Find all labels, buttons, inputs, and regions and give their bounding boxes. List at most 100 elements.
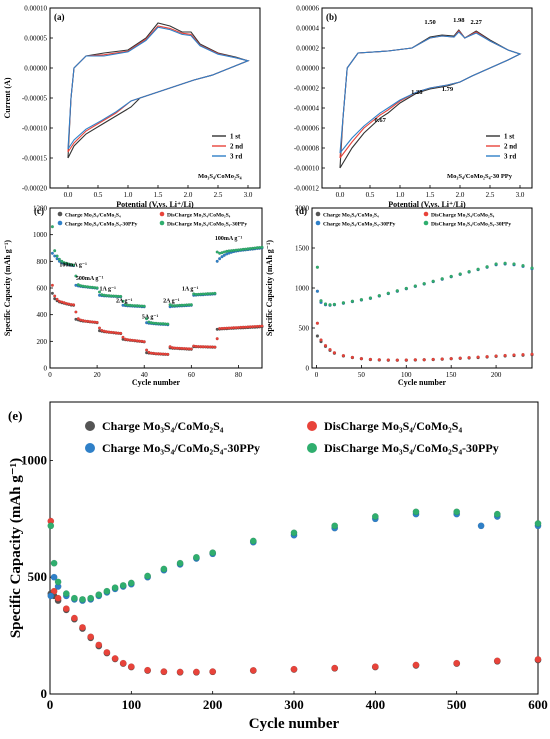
- pd-point-series-2: [341, 353, 346, 358]
- pc-point-series-4: [97, 290, 102, 294]
- panel-label-b: (b): [326, 12, 337, 22]
- x-axis-label-d: Cycle number: [398, 378, 447, 387]
- pd-point-series-4: [512, 262, 516, 266]
- pb-y-tick-label: 0.00002: [296, 45, 319, 53]
- pe-point-series-2: [62, 605, 70, 613]
- pc-point-series-4: [72, 263, 76, 267]
- pd-point-series-4: [341, 301, 346, 305]
- pe-legend-marker: [307, 443, 317, 453]
- pd-point-series-4: [377, 293, 381, 298]
- pc-y-tick-label: 1200: [33, 205, 48, 213]
- pa-x-tick-label: 0.0: [64, 191, 73, 199]
- pa-y-tick-label: 0.00005: [24, 35, 47, 43]
- pe-point-series-4: [331, 522, 339, 530]
- pd-point-series-4: [503, 261, 507, 265]
- pc-point-series-2: [142, 340, 146, 344]
- pe-point-series-2: [193, 668, 200, 676]
- pb-legend-label: 1 st: [504, 133, 515, 141]
- pd-point-series-2: [440, 357, 444, 361]
- pe-point-series-2: [209, 668, 217, 675]
- pd-point-series-4: [530, 266, 534, 270]
- pd-legend-label: Charge Mo₃S₄/CoMo₂S₄-30PPy: [323, 221, 396, 227]
- pc-point-series-4: [215, 250, 219, 254]
- pd-legend-marker: [315, 211, 321, 217]
- pc-x-tick-label: 80: [235, 371, 243, 379]
- pc-legend-label: DisCharge Mo₃S₄/CoMo₂S₄: [167, 212, 231, 218]
- pe-legend-label: Charge Mo₃S₄/CoMo₂S₄: [102, 419, 224, 433]
- plot-frame-c: [49, 207, 263, 369]
- pc-point-series-4: [95, 286, 99, 290]
- pc-point-series-4: [121, 299, 125, 303]
- y-axis-label-a: Current (A): [3, 77, 12, 118]
- pe-point-series-2: [290, 665, 298, 673]
- pc-point-series-2: [213, 345, 217, 349]
- pe-point-series-4: [119, 582, 127, 589]
- pd-point-series-4: [458, 272, 462, 276]
- pe-legend-label: Charge Mo₃S₄/CoMo₂S₄-30PPy: [102, 441, 260, 455]
- pb-peak-label: 0.67: [375, 117, 387, 124]
- pd-legend-marker: [423, 220, 429, 226]
- pe-point-series-4: [453, 508, 461, 516]
- pc-point-series-2: [260, 324, 264, 328]
- pe-point-series-2: [71, 614, 78, 622]
- pc-point-series-4: [74, 274, 78, 278]
- pb-y-tick-label: -0.00010: [294, 165, 320, 173]
- pc-point-series-2: [95, 320, 99, 324]
- pc-point-series-3: [222, 253, 226, 257]
- pc-point-series-2: [166, 352, 170, 356]
- pe-point-series-4: [50, 559, 58, 567]
- pd-point-series-2: [431, 357, 435, 362]
- panel-a: (a) 0.0 0.5 1.0 1.5 2.0 2.5 3.0 0.00010 0.00005 0…: [3, 5, 261, 209]
- pd-point-series-2: [503, 353, 507, 358]
- pd-x-tick-label: 150: [446, 371, 457, 379]
- pd-point-series-2: [467, 355, 471, 360]
- pc-y-tick-label: 0: [44, 365, 48, 373]
- pb-y-tick-label: -0.00008: [294, 145, 320, 153]
- pe-point-series-4: [160, 565, 168, 573]
- pd-y-tick-label: 1500: [295, 245, 310, 253]
- pd-x-tick-label: 100: [401, 371, 412, 379]
- pd-point-series-2: [319, 338, 323, 342]
- pe-point-series-2: [127, 663, 135, 671]
- pd-point-series-2: [512, 353, 516, 357]
- pe-point-series-4: [87, 594, 95, 602]
- pc-legend-marker: [57, 211, 63, 217]
- pc-point-series-2: [74, 310, 78, 314]
- pd-x-tick-label: 50: [358, 371, 366, 379]
- pc-point-series-2: [50, 283, 54, 287]
- pb-y-tick-label: -0.00004: [294, 105, 320, 113]
- pe-x-tick-label: 100: [122, 697, 142, 712]
- pe-point-series-4: [62, 590, 70, 597]
- pc-point-series-4: [119, 294, 123, 298]
- pe-point-series-3: [477, 522, 485, 530]
- pd-point-series-2: [458, 356, 462, 360]
- pa-y-tick-label: -0.00005: [22, 95, 48, 103]
- pe-point-series-4: [54, 578, 62, 586]
- panel-e: (e) 0 100 200 300 400 500 600 0 500 1000 Cycle nu…: [8, 401, 548, 732]
- pb-cv-line-3: [339, 31, 522, 154]
- pb-peak-label: 1.79: [442, 86, 454, 93]
- pe-point-series-2: [103, 649, 111, 656]
- pb-peak-label: 1.98: [453, 17, 465, 24]
- pe-y-tick-label: 1000: [21, 452, 47, 467]
- pe-point-series-2: [249, 667, 257, 674]
- pd-point-series-2: [377, 358, 381, 362]
- pb-cv-line-2: [339, 30, 522, 159]
- pe-point-series-2: [534, 656, 542, 663]
- y-axis-label-c: Specific Capacity (mAh g⁻¹): [3, 240, 12, 337]
- pd-point-series-4: [449, 274, 453, 279]
- pc-legend-marker: [57, 220, 63, 226]
- pd-y-tick-label: 2000: [295, 205, 310, 213]
- pc-legend-label: DisCharge Mo₃S₄/CoMo₂S₄-30PPy: [167, 221, 247, 227]
- panel-b: (b) 0.0 0.5 1.0 1.5 2.0 2.5 3.0 0.00006 0.00004 0…: [294, 5, 533, 209]
- pb-y-tick-label: -0.00012: [294, 185, 320, 193]
- pe-point-series-2: [371, 663, 379, 671]
- pe-point-series-2: [87, 633, 95, 641]
- pa-y-tick-label: -0.00015: [22, 155, 48, 163]
- pb-peak-label: 2.27: [471, 19, 483, 26]
- pe-x-tick-label: 600: [528, 697, 548, 712]
- pe-point-series-4: [127, 579, 135, 587]
- pc-rate-label: 2A g⁻¹: [116, 299, 133, 305]
- sample-label-a: Mo₃S₄/CoMo₂S₄: [198, 173, 242, 180]
